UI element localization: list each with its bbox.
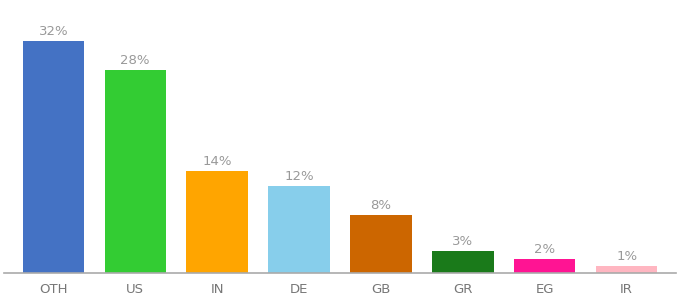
Bar: [186, 171, 248, 273]
Text: 1%: 1%: [616, 250, 637, 263]
Text: 3%: 3%: [452, 236, 473, 248]
Text: 28%: 28%: [120, 54, 150, 67]
Bar: [22, 40, 84, 273]
Bar: [432, 251, 494, 273]
Text: 32%: 32%: [39, 25, 68, 38]
Text: 14%: 14%: [203, 155, 232, 168]
Bar: [596, 266, 658, 273]
Text: 12%: 12%: [284, 170, 314, 183]
Bar: [350, 215, 411, 273]
Text: 8%: 8%: [371, 199, 392, 212]
Bar: [105, 70, 166, 273]
Bar: [269, 186, 330, 273]
Bar: [514, 259, 575, 273]
Text: 2%: 2%: [534, 243, 556, 256]
